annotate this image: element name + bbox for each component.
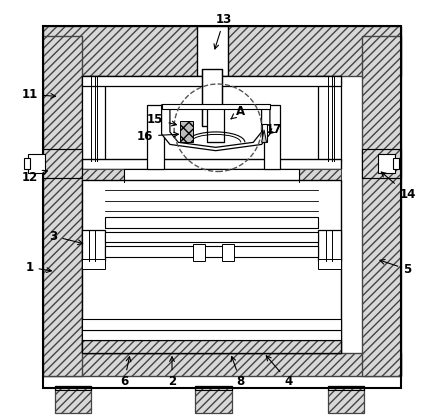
Text: 1: 1 xyxy=(25,261,52,274)
Bar xyxy=(147,105,164,169)
Bar xyxy=(105,247,318,257)
Bar xyxy=(83,340,341,353)
Bar xyxy=(83,76,341,86)
Text: 14: 14 xyxy=(381,172,416,201)
Bar xyxy=(43,353,401,376)
Bar xyxy=(24,158,30,169)
Bar xyxy=(43,148,83,178)
Bar xyxy=(83,259,105,270)
Bar xyxy=(124,169,299,182)
Bar xyxy=(318,230,341,261)
Bar xyxy=(56,386,91,413)
Bar xyxy=(195,386,232,390)
Bar xyxy=(207,105,224,143)
Bar xyxy=(361,148,401,178)
Bar xyxy=(318,259,341,270)
Bar xyxy=(43,25,401,388)
Bar xyxy=(56,386,91,390)
Bar xyxy=(378,154,395,173)
Bar xyxy=(262,124,266,143)
Bar xyxy=(393,158,399,169)
Bar xyxy=(197,25,228,76)
Text: 5: 5 xyxy=(380,260,412,276)
Text: 2: 2 xyxy=(168,357,176,388)
Text: 6: 6 xyxy=(120,357,131,388)
Bar xyxy=(83,180,341,353)
Bar xyxy=(193,245,205,261)
Text: 4: 4 xyxy=(266,356,293,388)
Bar xyxy=(328,386,364,413)
Bar xyxy=(28,154,45,173)
Bar xyxy=(83,319,341,330)
Bar xyxy=(43,36,83,376)
Bar xyxy=(180,121,193,142)
Bar xyxy=(299,169,341,182)
Text: 17: 17 xyxy=(266,123,282,136)
Text: 16: 16 xyxy=(137,130,178,143)
Text: 3: 3 xyxy=(49,229,83,245)
Bar xyxy=(83,169,124,182)
Bar xyxy=(361,148,401,178)
Bar xyxy=(83,76,105,161)
Bar xyxy=(105,232,318,242)
Polygon shape xyxy=(162,105,270,150)
Bar xyxy=(318,76,341,161)
Bar xyxy=(83,76,341,353)
Text: A: A xyxy=(231,104,245,119)
Bar xyxy=(83,330,341,340)
Text: 12: 12 xyxy=(21,171,48,184)
Bar xyxy=(222,245,234,261)
Bar xyxy=(202,69,222,126)
Bar xyxy=(162,104,270,109)
Bar xyxy=(83,159,341,169)
Bar xyxy=(43,25,401,76)
Bar xyxy=(83,340,341,353)
Bar xyxy=(195,386,232,413)
Text: 8: 8 xyxy=(231,357,245,388)
Text: 15: 15 xyxy=(147,113,176,126)
Bar xyxy=(328,386,364,390)
Bar xyxy=(43,148,83,178)
Bar xyxy=(83,230,105,261)
Bar xyxy=(361,36,401,376)
Bar xyxy=(105,217,318,228)
Text: 13: 13 xyxy=(214,13,232,49)
Text: 11: 11 xyxy=(21,88,56,101)
Bar xyxy=(264,105,280,169)
Polygon shape xyxy=(262,130,266,143)
